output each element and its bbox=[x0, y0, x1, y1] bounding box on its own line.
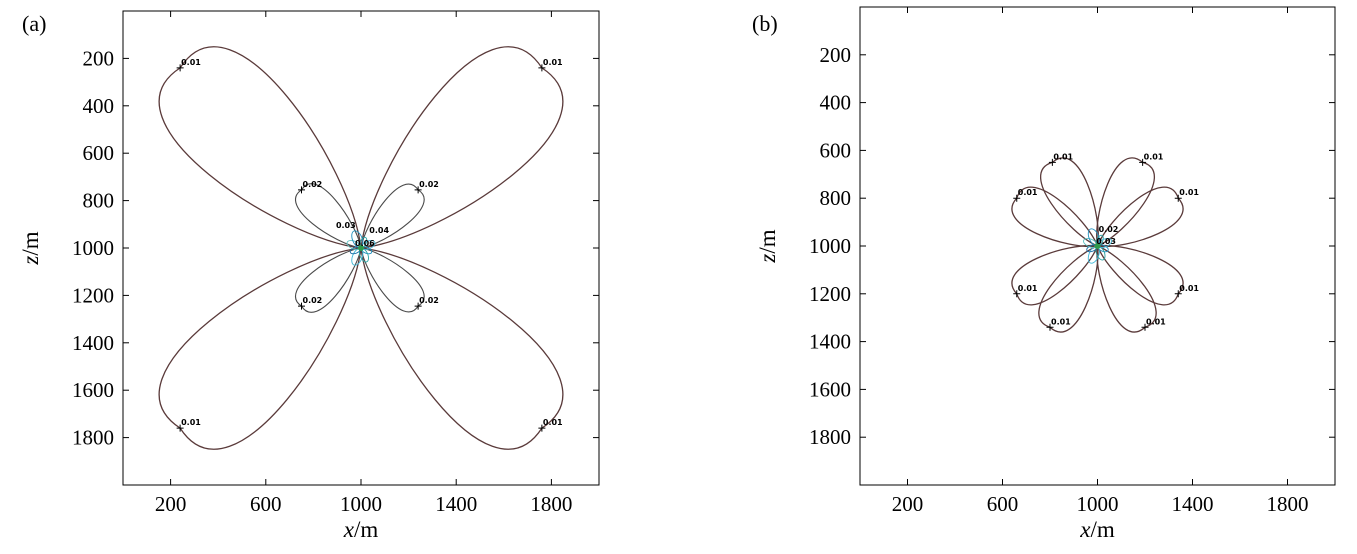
contour-marker bbox=[1174, 194, 1182, 202]
x-tick-label: 200 bbox=[892, 492, 924, 516]
x-tick-label: 1000 bbox=[1077, 492, 1119, 516]
y-axis-label: z/m bbox=[755, 229, 780, 263]
y-axis-unit: /m bbox=[18, 231, 43, 255]
x-tick-label: 1000 bbox=[340, 492, 382, 516]
contour-label: 0.02 bbox=[419, 296, 439, 305]
contour-label: 0.02 bbox=[303, 296, 323, 305]
contour-label: 0.02 bbox=[303, 180, 323, 189]
center-contour-label: 0.03 bbox=[1096, 237, 1116, 246]
contour-label: 0.01 bbox=[1146, 317, 1166, 326]
contour-lobe bbox=[1011, 244, 1099, 306]
x-axis-label: x/m bbox=[343, 517, 379, 542]
contour-label: 0.01 bbox=[1018, 284, 1038, 293]
contour-marker bbox=[1141, 323, 1149, 331]
contour-marker bbox=[1139, 158, 1147, 166]
contour-label: 0.01 bbox=[1053, 152, 1073, 161]
center-contour-label: 0.06 bbox=[355, 239, 375, 248]
contour-marker bbox=[538, 424, 546, 432]
y-tick-label: 1800 bbox=[809, 425, 851, 449]
y-tick-label: 200 bbox=[83, 46, 115, 70]
x-axis-label: x/m bbox=[1079, 517, 1115, 542]
x-axis-var: x bbox=[343, 517, 355, 542]
x-axis-unit: /m bbox=[354, 517, 378, 542]
x-tick-label: 600 bbox=[987, 492, 1019, 516]
y-tick-label: 800 bbox=[83, 189, 115, 213]
contour-lobe bbox=[360, 46, 564, 249]
contour-marker bbox=[176, 424, 184, 432]
contour-label: 0.01 bbox=[1051, 317, 1071, 326]
contour-label: 0.01 bbox=[1179, 284, 1199, 293]
x-tick-label: 1800 bbox=[530, 492, 572, 516]
y-tick-label: 1400 bbox=[72, 331, 114, 355]
contour-label: 0.02 bbox=[419, 180, 439, 189]
panel-a: (a) 200 600 1000 1400 1800 200 400 600 800 1000 120… bbox=[18, 10, 600, 542]
x-axis-unit: /m bbox=[1090, 517, 1114, 542]
y-tick-label: 1600 bbox=[809, 377, 851, 401]
contour-lobe bbox=[294, 183, 362, 249]
y-axis-label: z/m bbox=[18, 231, 43, 265]
x-tick-label: 1400 bbox=[1172, 492, 1214, 516]
y-tick-label: 1000 bbox=[72, 236, 114, 260]
y-tick-label: 1800 bbox=[72, 426, 114, 450]
y-tick-label: 1600 bbox=[72, 378, 114, 402]
center-contour-label: 0.04 bbox=[369, 226, 389, 235]
y-tick-label: 800 bbox=[820, 186, 852, 210]
x-tick-label: 600 bbox=[250, 492, 282, 516]
y-tick-label: 1400 bbox=[809, 330, 851, 354]
y-tick-label: 1200 bbox=[72, 283, 114, 307]
panel-label: (a) bbox=[22, 11, 46, 36]
contour-label: 0.01 bbox=[181, 58, 201, 67]
panel-label: (b) bbox=[752, 11, 778, 36]
contour-lobe bbox=[360, 247, 564, 450]
x-tick-label: 1800 bbox=[1267, 492, 1309, 516]
y-tick-label: 1200 bbox=[809, 282, 851, 306]
contour-marker bbox=[298, 186, 305, 194]
center-point bbox=[358, 245, 364, 251]
contour-label: 0.01 bbox=[543, 58, 563, 67]
contour-lobe bbox=[360, 247, 425, 313]
x-tick-label: 200 bbox=[155, 492, 187, 516]
center-point bbox=[1094, 243, 1101, 249]
contour-marker bbox=[1046, 323, 1054, 331]
contour-marker bbox=[1013, 194, 1021, 202]
center-contour-label: 0.03 bbox=[336, 221, 356, 230]
y-axis-var: z bbox=[18, 256, 43, 266]
contour-marker bbox=[176, 64, 184, 72]
contour-label: 0.01 bbox=[1179, 188, 1199, 197]
contour-marker bbox=[414, 302, 422, 310]
contour-label: 0.01 bbox=[1144, 152, 1164, 161]
contour-marker bbox=[298, 302, 305, 310]
contour-marker bbox=[1048, 158, 1056, 166]
contour-label: 0.01 bbox=[1018, 188, 1038, 197]
y-axis-var: z bbox=[755, 254, 780, 264]
y-tick-label: 1000 bbox=[809, 234, 851, 258]
contour-lobe bbox=[158, 46, 362, 249]
x-axis-var: x bbox=[1079, 517, 1091, 542]
contour-label: 0.01 bbox=[181, 418, 201, 427]
x-tick-label: 1400 bbox=[435, 492, 477, 516]
contour-marker bbox=[414, 186, 422, 194]
y-axis-unit: /m bbox=[755, 229, 780, 253]
y-tick-label: 200 bbox=[820, 43, 852, 67]
contour-marker bbox=[1174, 290, 1182, 298]
contour-label: 0.01 bbox=[543, 418, 563, 427]
panel-b: (b) 200 600 1000 1400 1800 200 400 600 800 1000 120… bbox=[752, 6, 1336, 542]
contour-marker bbox=[538, 64, 546, 72]
y-tick-label: 400 bbox=[820, 91, 852, 115]
y-tick-label: 400 bbox=[83, 94, 115, 118]
center-contour-label: 0.02 bbox=[1099, 225, 1119, 234]
contour-lobe bbox=[1096, 244, 1184, 306]
y-tick-label: 600 bbox=[83, 141, 115, 165]
y-tick-label: 600 bbox=[820, 138, 852, 162]
contour-marker bbox=[1013, 290, 1021, 298]
